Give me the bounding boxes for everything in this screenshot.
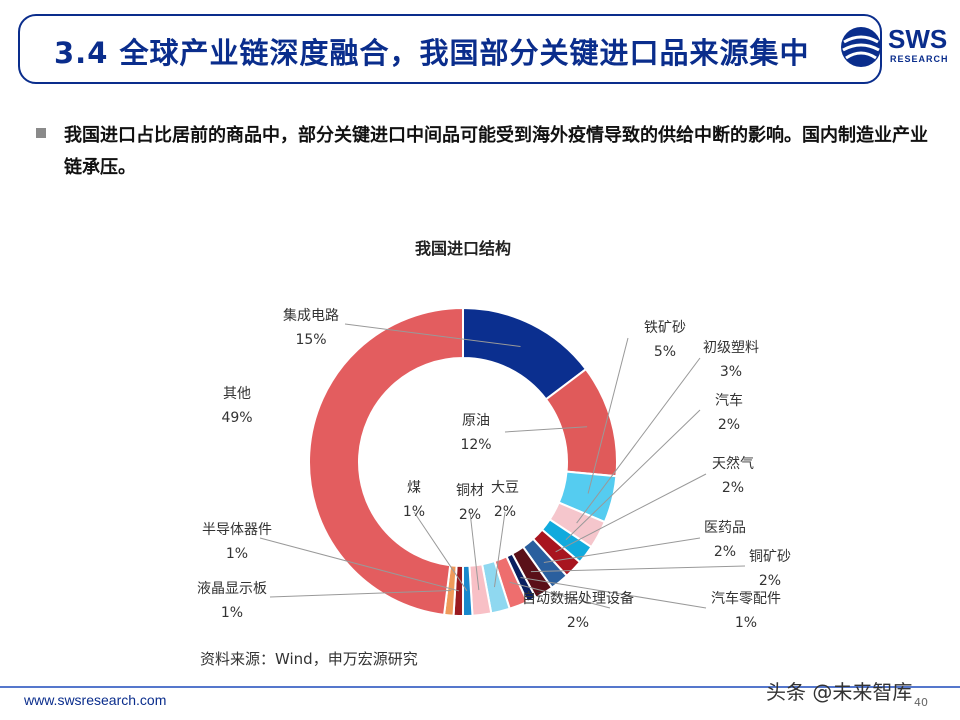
page-title: 3.4 全球产业链深度融合，我国部分关键进口品来源集中: [54, 36, 810, 70]
slice-label: 汽车零配件: [711, 590, 781, 607]
slice-value: 1%: [403, 504, 425, 520]
footer-url[interactable]: www.swsresearch.com: [24, 692, 167, 708]
chart-area: 我国进口结构集成电路 15% 原油 12% 铁矿砂 5% 初级塑料 3% 汽车 2% 天然气 2% 医药…: [0, 220, 960, 680]
slice-value: 49%: [221, 410, 252, 426]
leader-line: [509, 581, 611, 609]
slice-label: 铜矿砂: [749, 549, 791, 565]
slice-label: 自动数据处理设备: [522, 590, 634, 607]
slice-label: 煤: [407, 480, 421, 496]
leader-line: [555, 473, 707, 553]
slice-value: 2%: [567, 615, 589, 631]
slice-value: 2%: [759, 573, 781, 589]
slice-label: 天然气: [712, 455, 754, 472]
slice-value: 1%: [226, 546, 248, 562]
leader-line: [576, 357, 701, 524]
logo-text: SWS: [888, 24, 948, 54]
leader-line: [530, 565, 746, 573]
slice-label: 大豆: [491, 480, 519, 496]
slice-value: 15%: [295, 332, 326, 348]
slice-label: 半导体器件: [202, 522, 272, 538]
slice-value: 2%: [722, 480, 744, 496]
leader-line: [493, 511, 506, 588]
page-number: 40: [914, 696, 928, 709]
chart-title: 我国进口结构: [415, 239, 511, 258]
leader-line: [413, 511, 468, 592]
slice-value: 2%: [494, 504, 516, 520]
slice-value: 3%: [720, 364, 742, 380]
sws-logo: SWS RESEARCH: [836, 22, 949, 72]
logo-subtext: RESEARCH: [890, 54, 949, 64]
leader-line: [565, 409, 701, 541]
leader-line: [269, 589, 452, 598]
slice-value: 1%: [221, 605, 243, 621]
slice-label: 集成电路: [283, 307, 339, 324]
slice-label: 铜材: [456, 483, 484, 499]
slice-value: 2%: [459, 507, 481, 523]
source-note: 资料来源：Wind，申万宏源研究: [200, 650, 418, 668]
slice-label: 铁矿砂: [644, 320, 686, 336]
title-bar: 3.4 全球产业链深度融合，我国部分关键进口品来源集中 SWS RESEARCH: [0, 0, 960, 92]
bullet-text: 我国进口占比居前的商品中，部分关键进口中间品可能受到海外疫情导致的供给中断的影响…: [64, 125, 928, 178]
slice-value: 5%: [654, 344, 676, 360]
leader-line: [259, 537, 460, 592]
leader-line: [587, 337, 629, 494]
title-frame: [18, 14, 882, 84]
slice-label: 汽车: [715, 392, 743, 409]
globe-icon: [841, 27, 881, 67]
slice-label: 初级塑料: [703, 339, 759, 356]
leader-line: [520, 576, 707, 609]
slice-label: 液晶显示板: [197, 581, 267, 597]
slice-label: 其他: [223, 386, 251, 402]
footer-divider: [0, 686, 960, 688]
slice-value: 2%: [718, 417, 740, 433]
slice-label: 原油: [462, 413, 490, 429]
bullet-marker: [36, 128, 46, 138]
watermark: 头条 @未来智库: [766, 680, 913, 704]
slice-value: 12%: [460, 437, 491, 453]
leader-line: [543, 537, 701, 563]
leader-line: [504, 426, 588, 433]
leader-line: [469, 511, 480, 591]
slice-value: 2%: [714, 544, 736, 560]
slice-value: 1%: [735, 615, 757, 631]
slice-15: [308, 306, 464, 616]
slice-label: 医药品: [704, 520, 746, 536]
leader-line: [344, 323, 521, 348]
